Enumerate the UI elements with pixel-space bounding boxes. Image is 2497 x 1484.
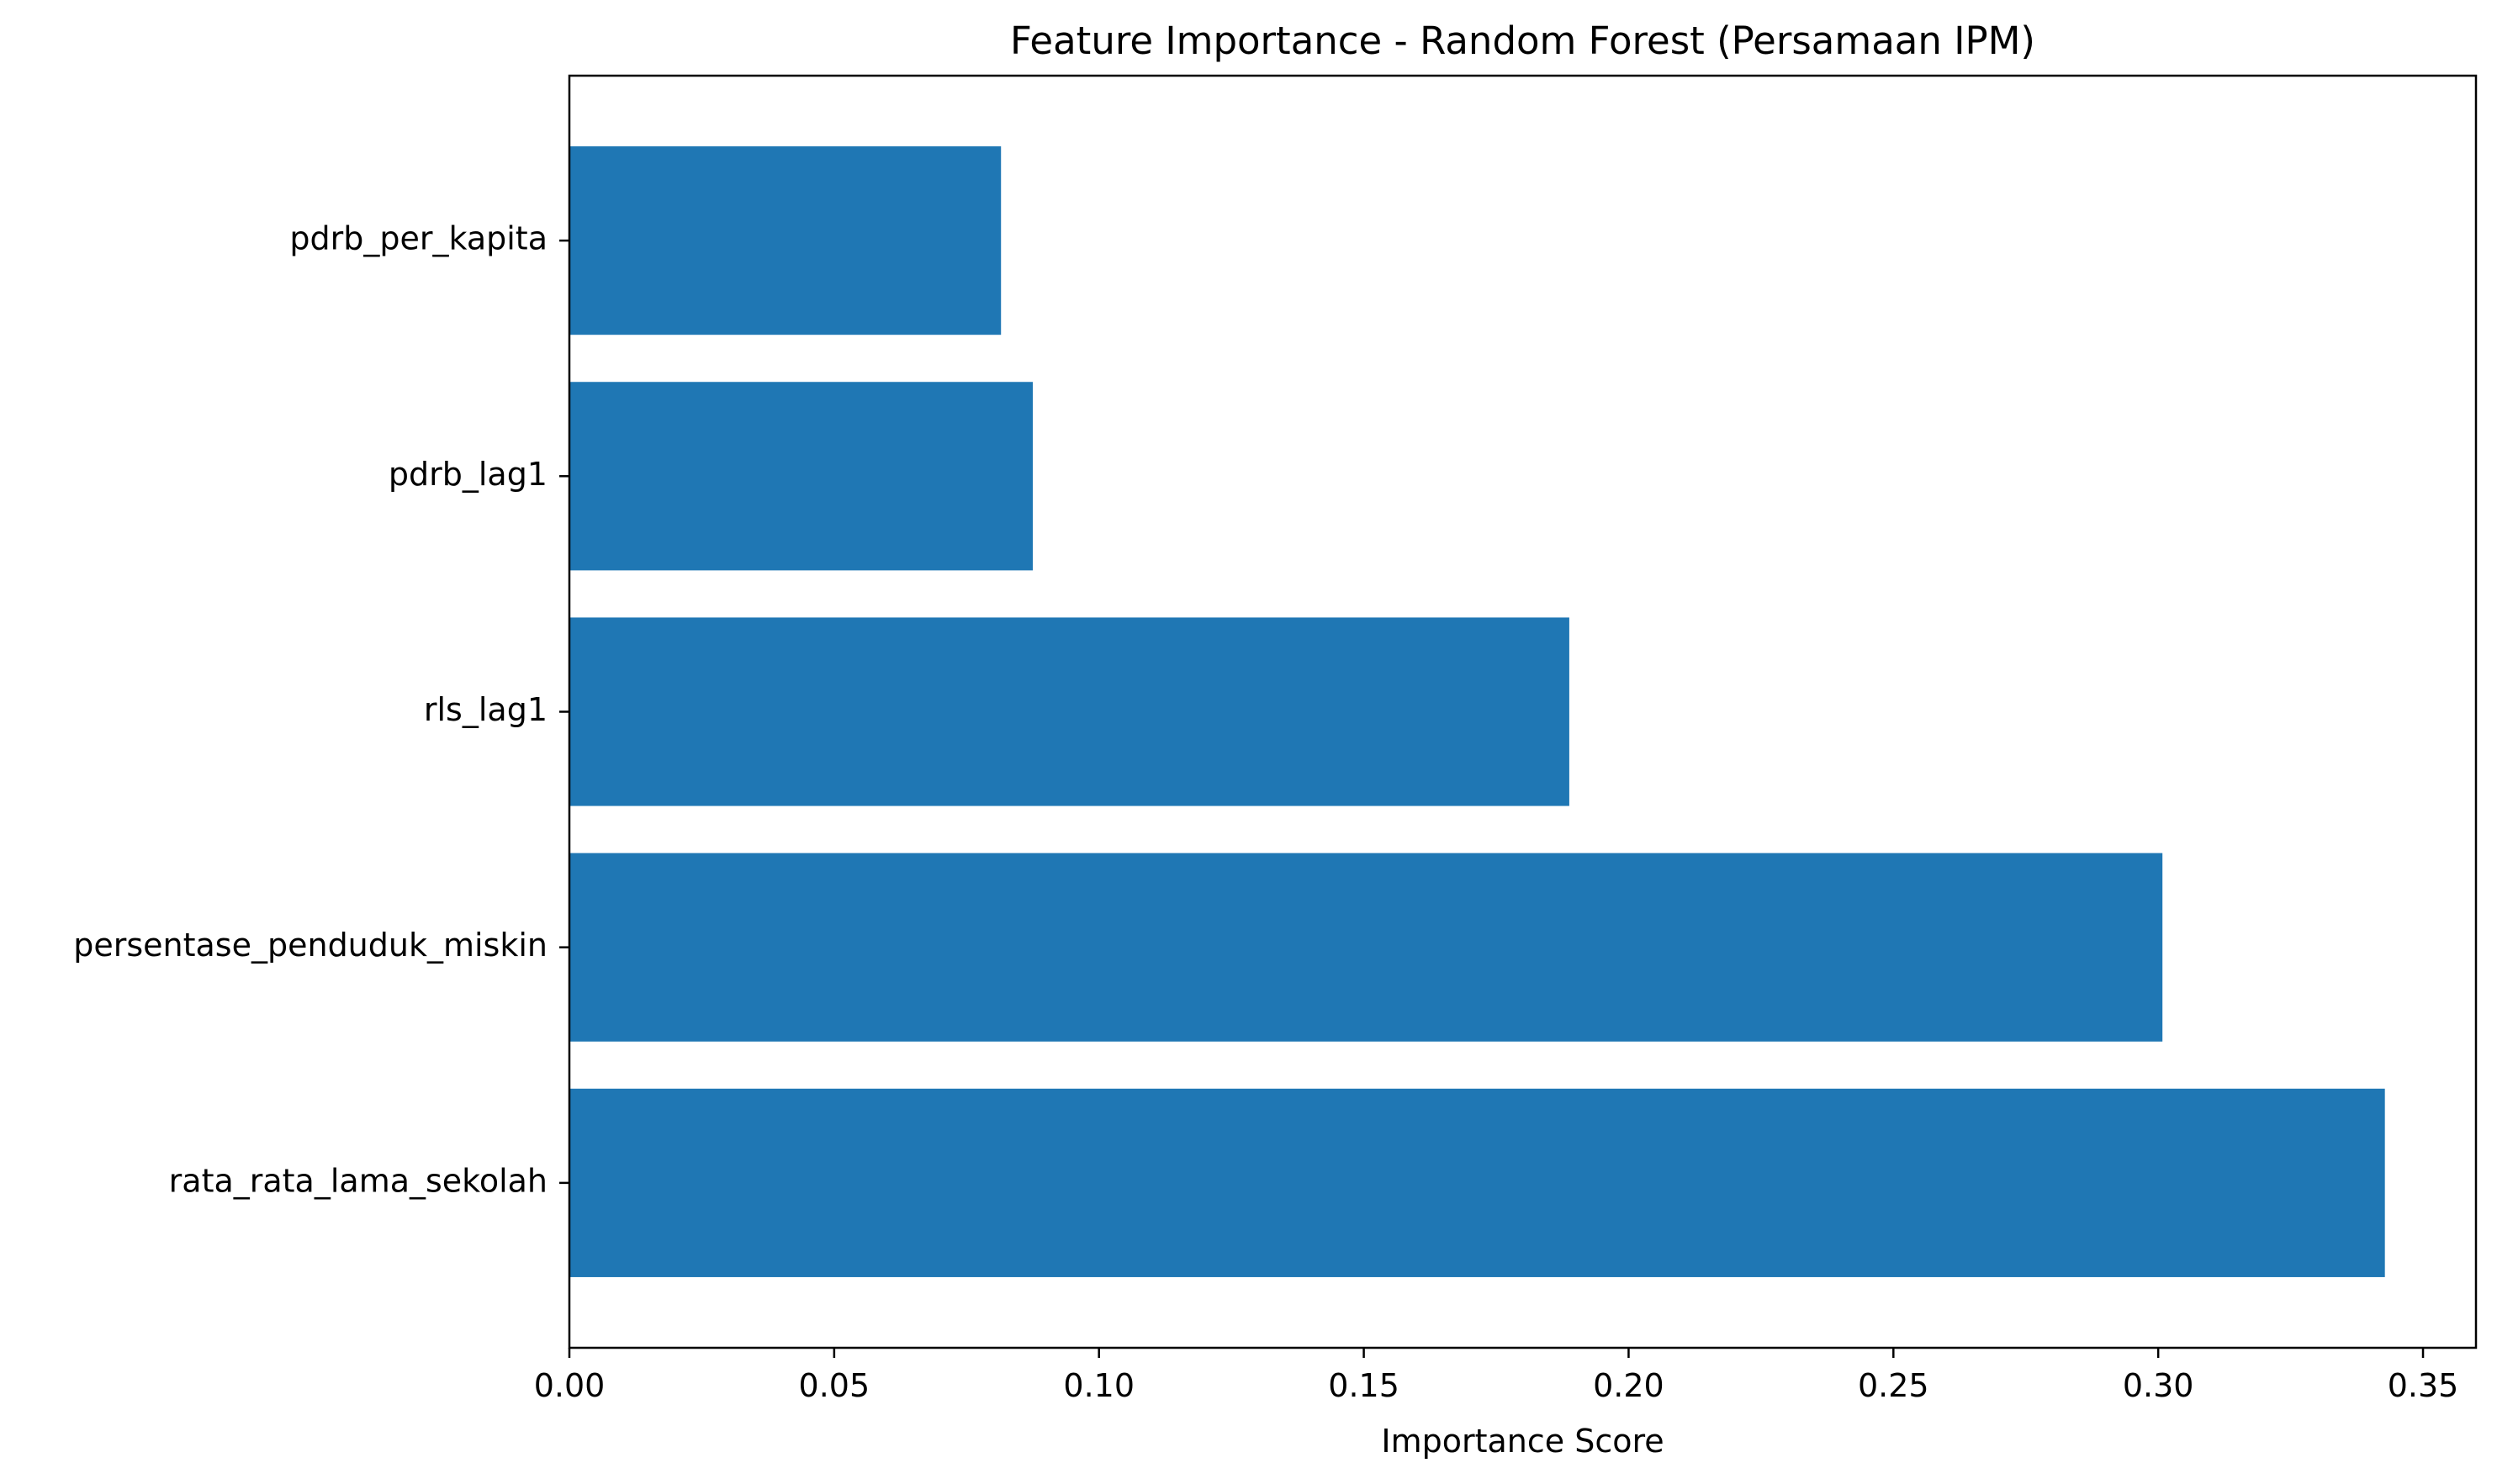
y-tick-label: pdrb_lag1 (389, 456, 548, 493)
chart-title: Feature Importance - Random Forest (Pers… (1010, 18, 2035, 63)
x-tick-label: 0.00 (534, 1367, 606, 1404)
bar-pdrb-lag1 (569, 382, 1034, 571)
y-tick-label: rata_rata_lama_sekolah (169, 1162, 548, 1199)
x-tick-label: 0.35 (2388, 1367, 2459, 1404)
x-axis-ticks: 0.00 0.05 0.10 0.15 0.20 0.25 0.30 0.35 (534, 1348, 2459, 1404)
bar-rata-rata-lama-sekolah (569, 1088, 2385, 1277)
bars-group (569, 146, 2385, 1277)
y-tick-label: rls_lag1 (424, 691, 548, 728)
bar-rls-lag1 (569, 617, 1569, 806)
x-tick-label: 0.10 (1063, 1367, 1135, 1404)
x-axis-label: Importance Score (1381, 1423, 1664, 1460)
y-axis-ticks: rata_rata_lama_sekolah persentase_pendudu… (73, 220, 569, 1199)
x-tick-label: 0.15 (1328, 1367, 1399, 1404)
bar-persentase-penduduk-miskin (569, 853, 2163, 1042)
plot-frame (568, 74, 2478, 1349)
x-tick-label: 0.25 (1858, 1367, 1929, 1404)
y-tick-label: persentase_penduduk_miskin (73, 927, 548, 964)
y-tick-label: pdrb_per_kapita (289, 220, 548, 257)
bar-pdrb-per-kapita (569, 146, 1002, 335)
x-tick-label: 0.20 (1593, 1367, 1664, 1404)
x-tick-label: 0.05 (799, 1367, 870, 1404)
x-tick-label: 0.30 (2123, 1367, 2194, 1404)
